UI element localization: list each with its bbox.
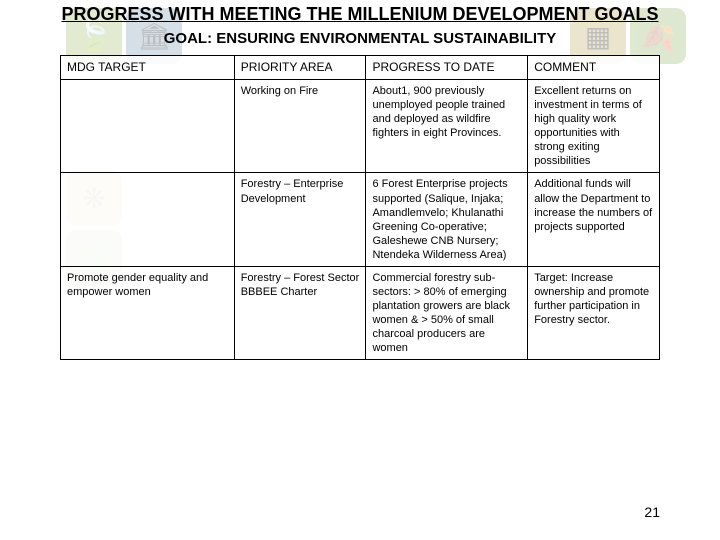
cell-mdg-target (61, 79, 235, 172)
col-header-priority-area: PRIORITY AREA (234, 55, 366, 79)
table-header-row: MDG TARGET PRIORITY AREA PROGRESS TO DAT… (61, 55, 660, 79)
cell-progress: About1, 900 previously unemployed people… (366, 79, 528, 172)
cell-progress: Commercial forestry sub-sectors: > 80% o… (366, 266, 528, 359)
slide-title: PROGRESS WITH MEETING THE MILLENIUM DEVE… (60, 4, 660, 26)
mdg-progress-table: MDG TARGET PRIORITY AREA PROGRESS TO DAT… (60, 55, 660, 361)
cell-progress: 6 Forest Enterprise projects supported (… (366, 173, 528, 266)
table-row: Promote gender equality and empower wome… (61, 266, 660, 359)
page-number: 21 (644, 504, 660, 520)
cell-priority-area: Working on Fire (234, 79, 366, 172)
table-row: Working on Fire About1, 900 previously u… (61, 79, 660, 172)
cell-mdg-target: Promote gender equality and empower wome… (61, 266, 235, 359)
table-row: Forestry – Enterprise Development 6 Fore… (61, 173, 660, 266)
cell-priority-area: Forestry – Enterprise Development (234, 173, 366, 266)
slide-content: PROGRESS WITH MEETING THE MILLENIUM DEVE… (0, 0, 720, 360)
cell-priority-area: Forestry – Forest Sector BBBEE Charter (234, 266, 366, 359)
col-header-comment: COMMENT (528, 55, 660, 79)
cell-mdg-target (61, 173, 235, 266)
cell-comment: Additional funds will allow the Departme… (528, 173, 660, 266)
cell-comment: Excellent returns on investment in terms… (528, 79, 660, 172)
goal-line: GOAL: ENSURING ENVIRONMENTAL SUSTAINABIL… (60, 30, 660, 47)
col-header-mdg-target: MDG TARGET (61, 55, 235, 79)
cell-comment: Target: Increase ownership and promote f… (528, 266, 660, 359)
col-header-progress: PROGRESS TO DATE (366, 55, 528, 79)
